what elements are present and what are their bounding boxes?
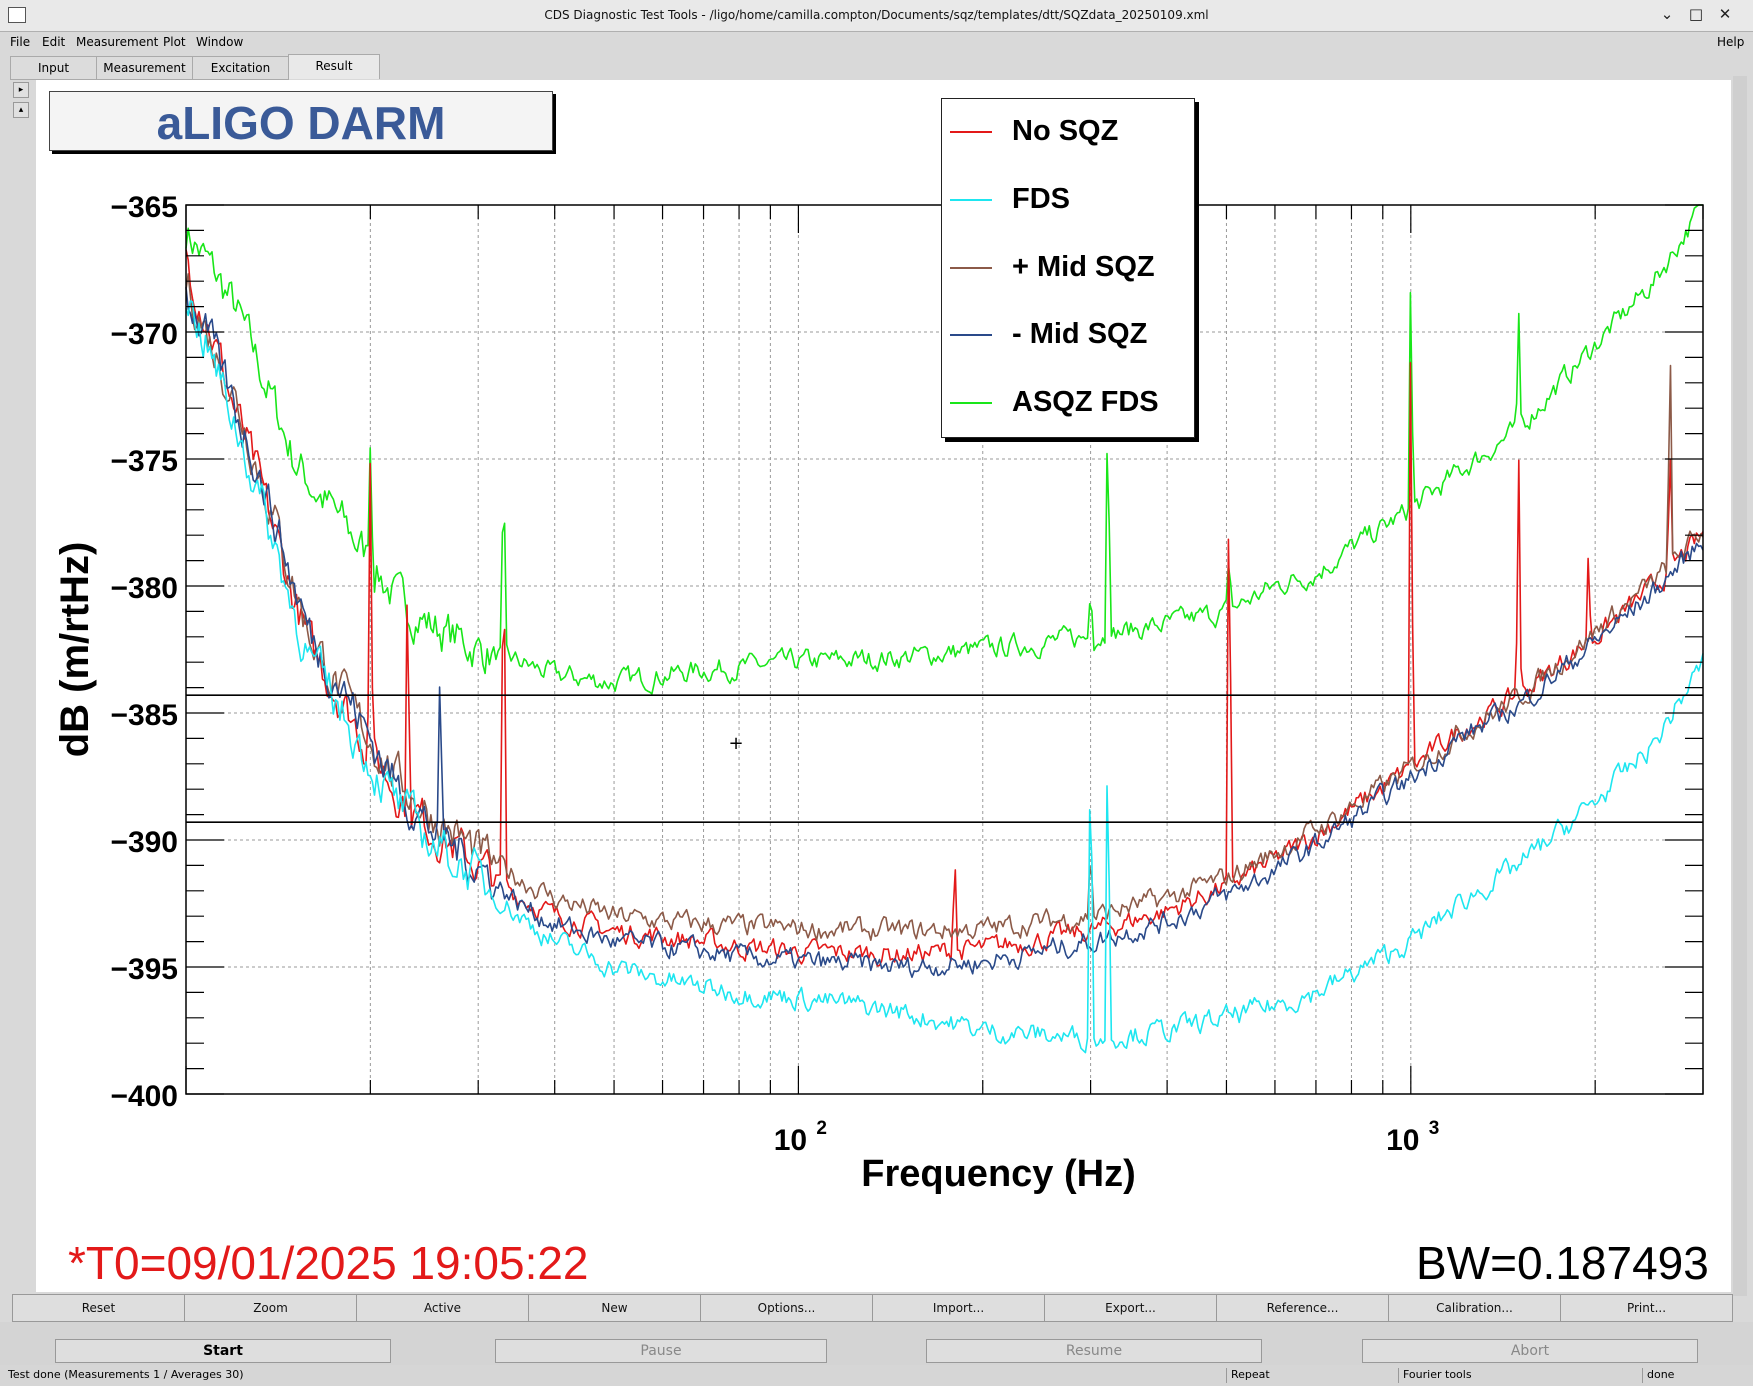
chart-svg[interactable]: −365 −370 −375 −380 −385 −390 −395 −400 10 2 10 3 d… xyxy=(36,80,1731,1292)
axis-ticks: −365 −370 −375 −380 −385 −390 −395 −400 10 2 10 3 xyxy=(110,191,1704,1157)
start-button[interactable]: Start xyxy=(55,1339,391,1363)
window-title: CDS Diagnostic Test Tools - /ligo/home/c… xyxy=(544,8,1209,22)
menu-edit[interactable]: Edit xyxy=(42,35,66,49)
x-tick-label: 10 xyxy=(1386,1124,1419,1157)
plot-title-box: aLIGO DARM xyxy=(49,91,553,151)
collapse-arrow-icon[interactable]: ▴ xyxy=(13,102,29,118)
window-titlebar: CDS Diagnostic Test Tools - /ligo/home/c… xyxy=(0,0,1753,32)
window-icon[interactable] xyxy=(8,7,26,23)
legend-swatch xyxy=(950,267,992,269)
plot-title: aLIGO DARM xyxy=(156,97,446,149)
menu-help[interactable]: Help xyxy=(1717,35,1745,49)
tab-excitation[interactable]: Excitation xyxy=(192,56,289,80)
y-tick-label: −380 xyxy=(110,572,178,605)
menu-plot[interactable]: Plot xyxy=(163,35,186,49)
status-fourier-tools: Fourier tools xyxy=(1398,1368,1472,1383)
legend[interactable]: No SQZ FDS + Mid SQZ - Mid SQZ ASQZ FDS xyxy=(941,98,1195,438)
series-line-fds xyxy=(185,300,1704,1054)
status-message: Test done (Measurements 1 / Averages 30) xyxy=(8,1368,244,1381)
x-tick-exponent: 3 xyxy=(1429,1118,1440,1139)
abort-button[interactable]: Abort xyxy=(1362,1339,1698,1363)
y-tick-label: −375 xyxy=(110,445,178,478)
y-tick-label: −370 xyxy=(110,318,178,351)
y-tick-label: −395 xyxy=(110,953,178,986)
menu-file[interactable]: File xyxy=(10,35,31,49)
status-state: done xyxy=(1642,1368,1674,1383)
y-tick-label: −385 xyxy=(110,699,178,732)
plot-button-row: Reset Zoom Active New Options... Import.… xyxy=(12,1294,1734,1322)
tab-result[interactable]: Result xyxy=(288,54,380,79)
reset-button[interactable]: Reset xyxy=(12,1294,185,1322)
legend-swatch xyxy=(950,131,992,133)
close-icon[interactable]: ✕ xyxy=(1718,5,1732,23)
series-line-no-sqz xyxy=(185,249,1704,967)
series-line-asqz-fds xyxy=(185,204,1703,695)
legend-label: ASQZ FDS xyxy=(1012,386,1159,418)
zoom-button[interactable]: Zoom xyxy=(184,1294,357,1322)
legend-swatch xyxy=(950,402,992,404)
expand-arrow-icon[interactable]: ▸ xyxy=(13,82,29,98)
active-button[interactable]: Active xyxy=(356,1294,529,1322)
calibration-button[interactable]: Calibration... xyxy=(1388,1294,1561,1322)
print-button[interactable]: Print... xyxy=(1560,1294,1733,1322)
horizontal-cursor-lines xyxy=(186,694,1703,824)
series-line-mid-sqz xyxy=(185,286,1704,979)
status-repeat: Repeat xyxy=(1226,1368,1270,1383)
legend-swatch xyxy=(950,199,992,201)
bandwidth-label: BW=0.187493 xyxy=(1416,1237,1709,1289)
measurement-controls: Start Pause Resume Abort xyxy=(0,1322,1753,1368)
x-tick-label: 10 xyxy=(774,1124,807,1157)
tab-measurement[interactable]: Measurement xyxy=(96,56,193,80)
legend-label: FDS xyxy=(1012,183,1070,215)
menu-bar: File Edit Measurement Plot Window Help xyxy=(0,32,1753,54)
vertical-scrollbar[interactable] xyxy=(1733,76,1747,1296)
x-tick-exponent: 2 xyxy=(816,1118,827,1139)
pause-button[interactable]: Pause xyxy=(495,1339,827,1363)
export-button[interactable]: Export... xyxy=(1044,1294,1217,1322)
legend-swatch xyxy=(950,334,992,336)
status-bar: Test done (Measurements 1 / Averages 30)… xyxy=(0,1365,1753,1386)
y-tick-label: −365 xyxy=(110,191,178,224)
options-button[interactable]: Options... xyxy=(700,1294,873,1322)
crosshair-cursor: + xyxy=(728,733,743,754)
legend-label: + Mid SQZ xyxy=(1012,251,1155,283)
legend-label: - Mid SQZ xyxy=(1012,318,1148,350)
new-button[interactable]: New xyxy=(528,1294,701,1322)
maximize-icon[interactable]: □ xyxy=(1688,5,1704,23)
reference-button[interactable]: Reference... xyxy=(1216,1294,1389,1322)
menu-measurement[interactable]: Measurement xyxy=(76,35,159,49)
minimize-icon[interactable]: ⌄ xyxy=(1660,5,1674,23)
menu-window[interactable]: Window xyxy=(196,35,244,49)
y-tick-label: −390 xyxy=(110,826,178,859)
x-axis-label: Frequency (Hz) xyxy=(861,1153,1135,1195)
import-button[interactable]: Import... xyxy=(872,1294,1045,1322)
pad-selector: ▸ ▴ xyxy=(13,82,29,122)
y-axis-label: dB (m/rtHz) xyxy=(53,542,97,758)
resume-button[interactable]: Resume xyxy=(926,1339,1262,1363)
legend-label: No SQZ xyxy=(1012,115,1119,147)
series-layer xyxy=(185,204,1704,1054)
t0-timestamp: *T0=09/01/2025 19:05:22 xyxy=(68,1237,589,1289)
y-tick-label: −400 xyxy=(110,1080,178,1113)
tab-input[interactable]: Input xyxy=(10,56,97,80)
plot-canvas[interactable]: −365 −370 −375 −380 −385 −390 −395 −400 10 2 10 3 d… xyxy=(36,80,1731,1292)
